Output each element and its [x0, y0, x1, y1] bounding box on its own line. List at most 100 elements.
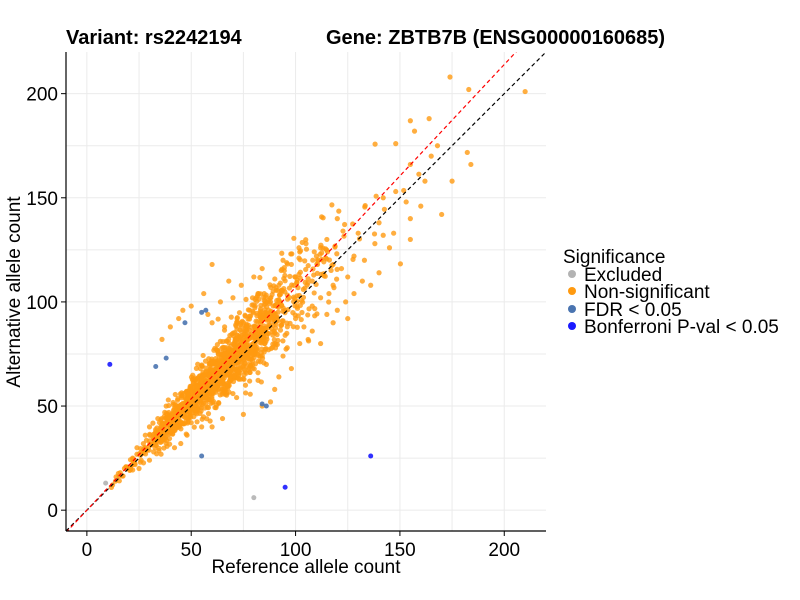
- y-tick-label: 200: [26, 85, 58, 106]
- data-point-non-significant: [334, 216, 340, 222]
- data-point-non-significant: [334, 251, 340, 257]
- data-point-non-significant: [138, 457, 144, 463]
- data-point-non-significant: [194, 400, 201, 407]
- data-point-non-significant: [235, 375, 241, 381]
- data-point-non-significant: [439, 211, 445, 218]
- legend-label-bonferroni: Bonferroni P-val < 0.05: [584, 317, 779, 338]
- reference-line-fit: [66, 52, 517, 531]
- data-point-fdr-0-05: [182, 320, 188, 326]
- legend-entry-bonferroni: Bonferroni P-val < 0.05: [568, 317, 779, 338]
- data-point-non-significant: [150, 420, 156, 426]
- data-point-non-significant: [247, 307, 253, 313]
- data-point-non-significant: [163, 403, 169, 409]
- data-point-non-significant: [209, 320, 215, 326]
- data-point-non-significant: [330, 320, 336, 326]
- data-point-non-significant: [225, 382, 231, 388]
- data-point-non-significant: [171, 411, 177, 417]
- data-point-non-significant: [407, 216, 413, 222]
- data-point-non-significant: [195, 361, 201, 367]
- data-point-non-significant: [311, 249, 317, 255]
- data-point-non-significant: [403, 199, 409, 205]
- data-point-non-significant: [272, 386, 278, 392]
- data-point-non-significant: [291, 235, 297, 241]
- data-point-non-significant: [188, 420, 194, 426]
- data-point-non-significant: [158, 423, 164, 430]
- data-point-non-significant: [142, 451, 149, 457]
- data-point-non-significant: [246, 313, 253, 319]
- data-point-non-significant: [226, 372, 232, 378]
- data-point-fdr-0-05: [259, 401, 265, 407]
- data-point-non-significant: [318, 245, 324, 251]
- data-point-non-significant: [175, 395, 181, 402]
- data-point-non-significant: [193, 395, 200, 401]
- data-point-non-significant: [178, 419, 184, 425]
- data-point-non-significant: [241, 328, 247, 334]
- data-point-non-significant: [155, 415, 161, 422]
- data-point-non-significant: [301, 324, 307, 330]
- data-point-non-significant: [184, 432, 190, 438]
- data-point-non-significant: [373, 193, 379, 199]
- data-point-non-significant: [282, 332, 288, 338]
- data-point-non-significant: [324, 311, 330, 318]
- data-point-non-significant: [244, 332, 250, 338]
- data-point-non-significant: [113, 474, 119, 480]
- data-point-non-significant: [295, 285, 301, 291]
- data-point-non-significant: [310, 257, 316, 263]
- data-point-non-significant: [294, 279, 300, 285]
- data-point-non-significant: [345, 315, 351, 322]
- data-point-non-significant: [280, 257, 286, 263]
- data-point-non-significant: [284, 260, 290, 266]
- data-point-non-significant: [209, 424, 215, 430]
- data-point-non-significant: [300, 299, 306, 305]
- data-point-non-significant: [251, 333, 257, 339]
- data-point-non-significant: [200, 397, 206, 403]
- data-point-non-significant: [257, 359, 263, 365]
- data-point-non-significant: [198, 408, 204, 414]
- data-point-non-significant: [234, 355, 240, 362]
- data-point-non-significant: [199, 424, 205, 430]
- x-tick-label: 200: [488, 540, 520, 561]
- data-point-non-significant: [305, 280, 311, 286]
- data-point-non-significant: [434, 143, 441, 149]
- data-point-non-significant: [176, 403, 182, 409]
- data-point-non-significant: [209, 388, 216, 394]
- grid-layer: [66, 52, 546, 531]
- data-point-non-significant: [281, 275, 287, 282]
- data-point-non-significant: [173, 417, 179, 423]
- data-point-non-significant: [159, 428, 165, 434]
- data-point-non-significant: [280, 318, 286, 324]
- data-point-non-significant: [233, 323, 239, 329]
- data-point-non-significant: [215, 400, 222, 406]
- data-point-non-significant: [323, 255, 329, 261]
- data-point-non-significant: [276, 374, 282, 380]
- axes: [65, 52, 546, 532]
- data-point-fdr-0-05: [203, 307, 209, 313]
- data-point-non-significant: [261, 312, 267, 318]
- data-point-non-significant: [447, 74, 453, 80]
- data-point-non-significant: [254, 313, 260, 319]
- data-point-fdr-0-05: [163, 355, 169, 361]
- data-point-non-significant: [380, 232, 386, 238]
- data-point-non-significant: [297, 340, 303, 347]
- data-point-non-significant: [176, 424, 182, 430]
- y-axis-title: Alternative allele count: [4, 196, 25, 388]
- data-point-non-significant: [376, 220, 382, 226]
- data-point-non-significant: [386, 245, 393, 251]
- data-point-non-significant: [330, 282, 336, 288]
- data-point-non-significant: [209, 261, 215, 268]
- data-point-non-significant: [291, 294, 297, 300]
- data-point-non-significant: [214, 341, 220, 348]
- data-point-non-significant: [255, 377, 261, 383]
- data-point-non-significant: [275, 309, 281, 315]
- data-point-non-significant: [407, 236, 413, 243]
- data-point-non-significant: [228, 314, 234, 320]
- data-point-non-significant: [210, 398, 217, 405]
- data-point-fdr-0-05: [199, 309, 205, 315]
- data-point-non-significant: [303, 266, 309, 273]
- data-point-non-significant: [318, 340, 324, 347]
- data-point-non-significant: [311, 290, 317, 296]
- data-point-non-significant: [318, 295, 324, 301]
- y-tick-label: 100: [26, 293, 58, 314]
- data-point-non-significant: [199, 416, 205, 422]
- data-point-non-significant: [242, 367, 248, 373]
